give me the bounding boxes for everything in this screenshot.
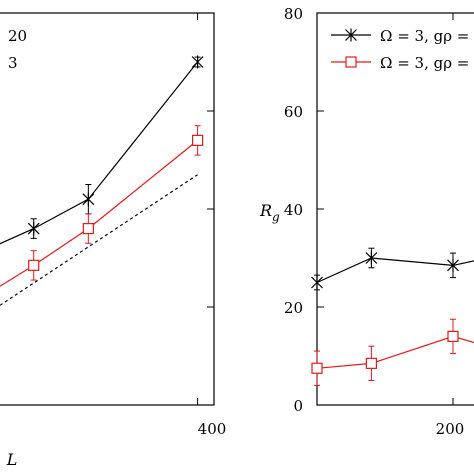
right-series-1-line bbox=[316, 335, 474, 369]
right-series-1-point-2 bbox=[447, 330, 459, 342]
left-series-0-line bbox=[0, 61, 199, 245]
left-legend-entry-1: 20 bbox=[8, 27, 27, 45]
right-y-axis-label-main: R bbox=[259, 201, 272, 220]
right-legend-square bbox=[345, 56, 357, 68]
left-plot-frame bbox=[0, 12, 215, 406]
right-series-0-point-2 bbox=[447, 258, 459, 272]
right-y-tick-label-80: 80 bbox=[284, 5, 303, 23]
right-y-tick-label-40: 40 bbox=[284, 201, 303, 219]
left-series-1-point-3 bbox=[192, 134, 204, 146]
right-legend-entry-1: Ω = 3, gρ = bbox=[380, 27, 469, 45]
right-series bbox=[311, 247, 474, 386]
right-legend-square-marker bbox=[345, 56, 357, 68]
right-ticks bbox=[317, 12, 454, 406]
right-y-axis-label-sub: g bbox=[272, 210, 280, 224]
left-series-1-line bbox=[0, 139, 198, 287]
left-series-1-point-1 bbox=[28, 259, 40, 271]
left-panel: 400 L 20 3 bbox=[0, 12, 227, 469]
right-series-0-line bbox=[316, 257, 474, 284]
right-y-axis-label: Rg bbox=[259, 201, 280, 224]
right-legend: Ω = 3, gρ = Ω = 3, gρ = bbox=[331, 27, 469, 72]
right-legend-entry-2: Ω = 3, gρ = bbox=[380, 54, 469, 72]
left-x-axis-label: L bbox=[6, 450, 18, 469]
right-series-1-point-0 bbox=[311, 362, 323, 374]
right-legend-star bbox=[345, 28, 357, 42]
left-series bbox=[0, 55, 204, 307]
left-series-0-point-3 bbox=[191, 55, 204, 69]
left-legend: 20 3 bbox=[8, 27, 27, 72]
right-panel: 80 60 40 20 0 200 Rg Ω = 3, gρ = Ω = 3, … bbox=[259, 5, 474, 438]
right-y-tick-label-60: 60 bbox=[284, 103, 303, 121]
left-series-0-point-1 bbox=[27, 222, 40, 236]
right-series-0-point-0 bbox=[311, 276, 323, 289]
right-x-tick-label-200: 200 bbox=[436, 420, 465, 438]
right-series-1-point-1 bbox=[365, 357, 377, 369]
right-series-0-point-1 bbox=[365, 251, 378, 265]
left-series-2-line bbox=[0, 174, 198, 307]
right-y-tick-label-20: 20 bbox=[284, 299, 303, 317]
left-series-0-point-2 bbox=[82, 192, 95, 206]
right-y-tick-label-0: 0 bbox=[293, 397, 303, 415]
left-series-1-point-2 bbox=[82, 223, 94, 235]
left-ticks bbox=[197, 12, 214, 406]
right-legend-star-marker bbox=[345, 28, 357, 42]
left-x-tick-label-400: 400 bbox=[198, 420, 227, 438]
left-legend-entry-2: 3 bbox=[8, 54, 18, 72]
